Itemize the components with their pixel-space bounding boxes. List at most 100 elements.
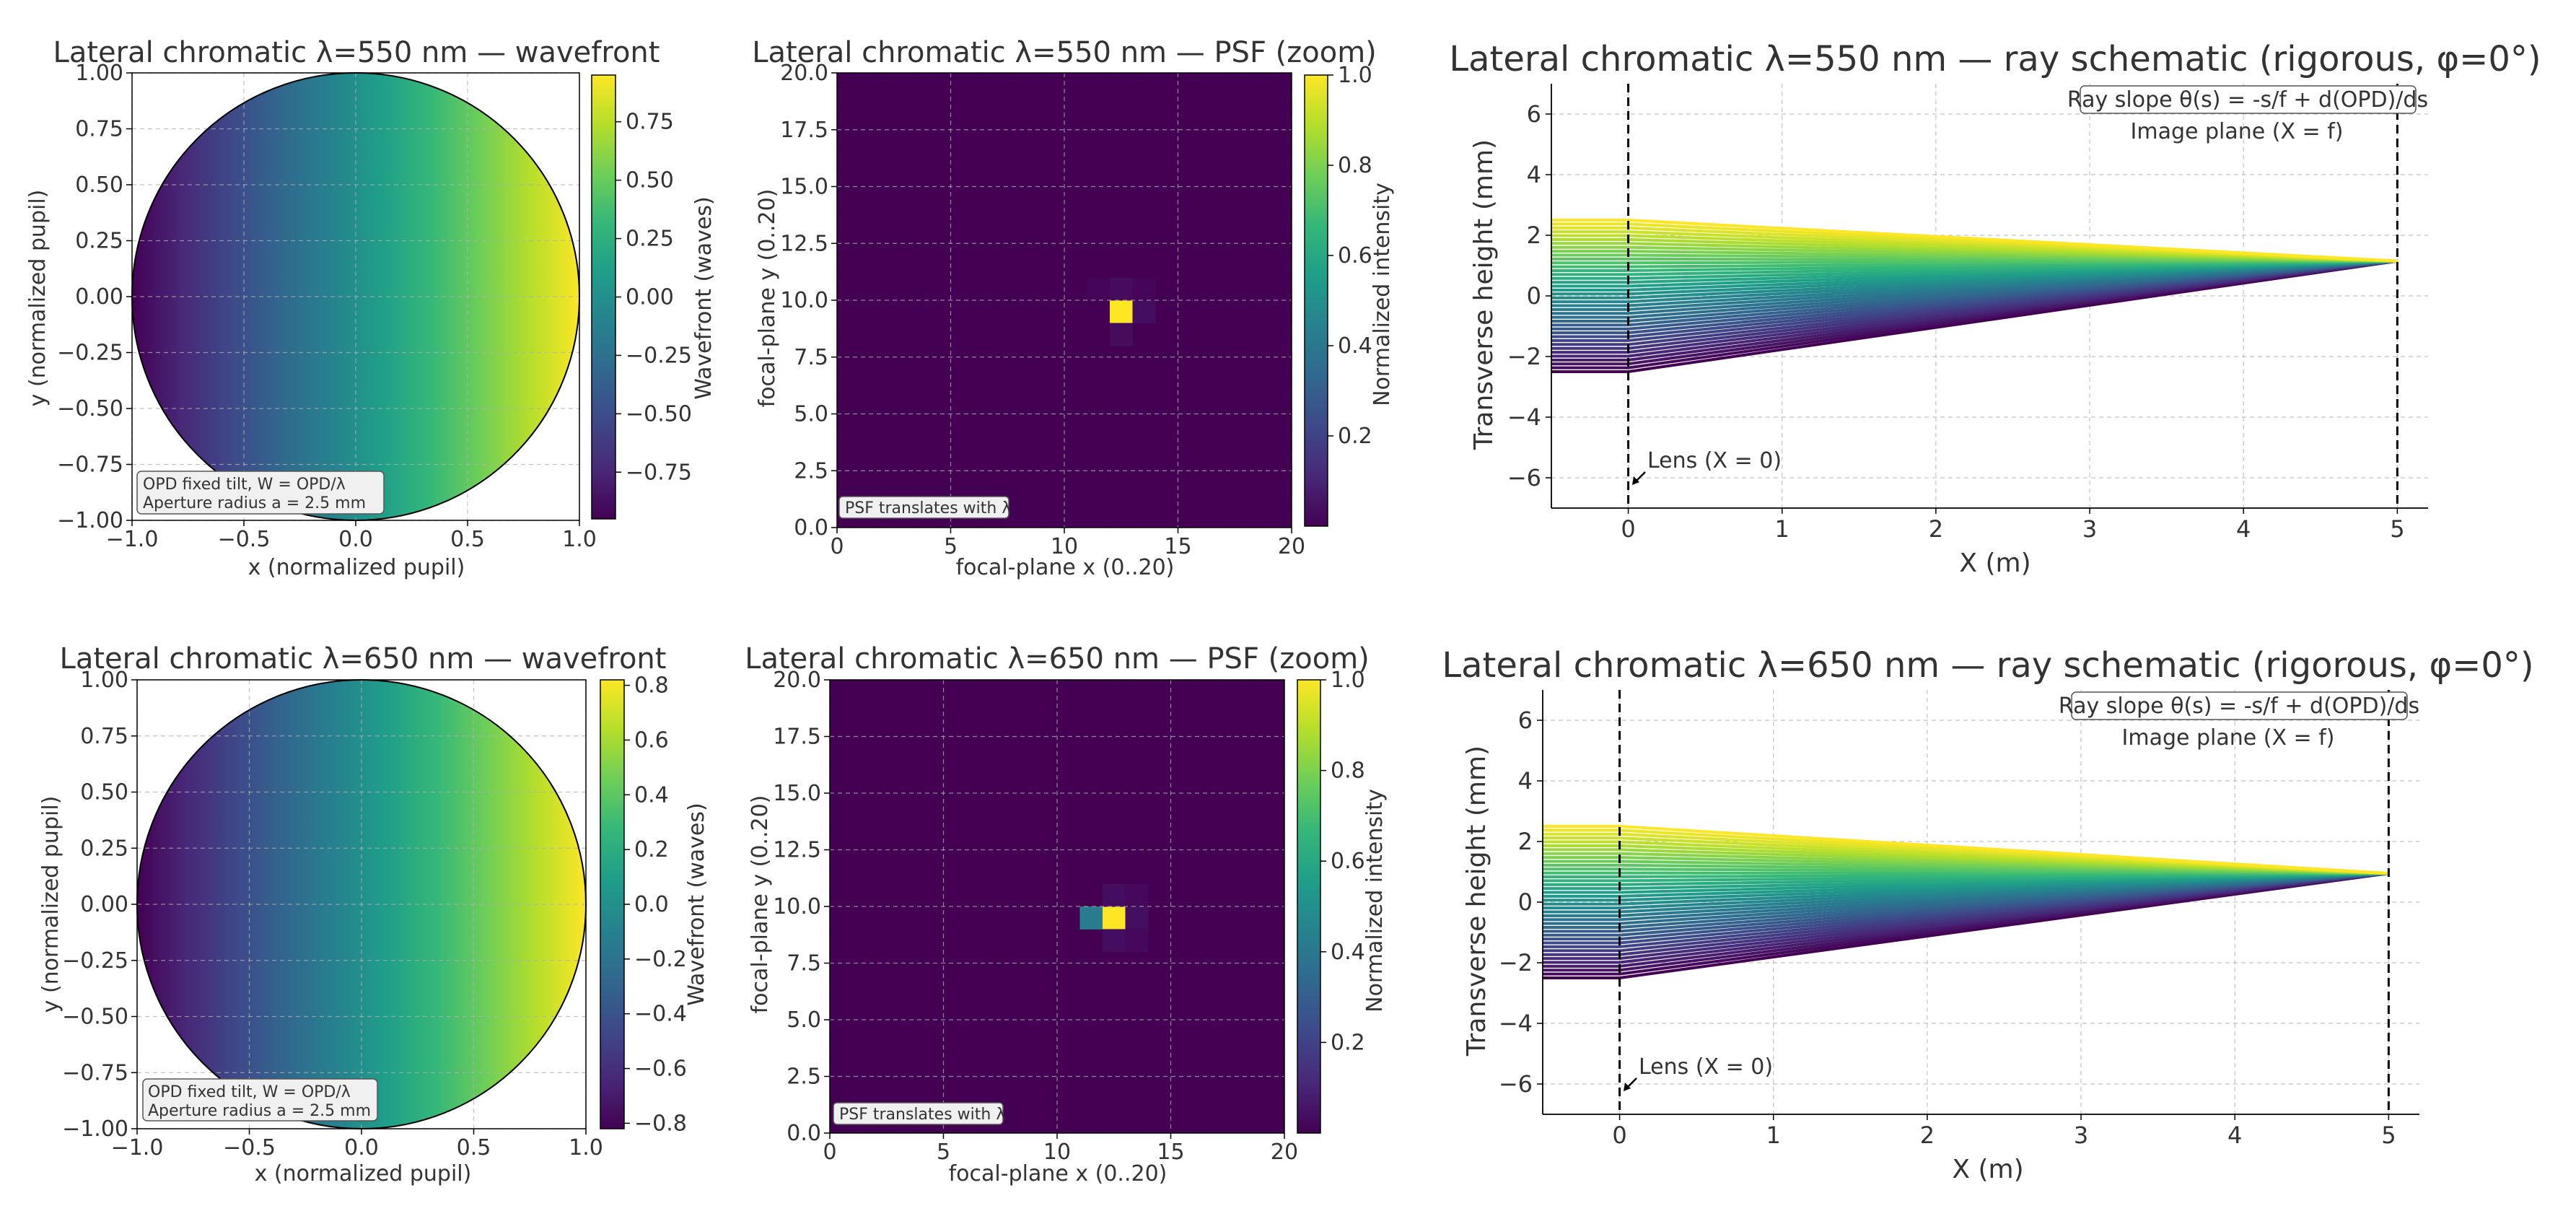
x-axis-label: X (m) xyxy=(1952,1155,2023,1184)
y-tick-label: 20.0 xyxy=(773,668,821,693)
colorbar-tick-label: 0.6 xyxy=(1338,243,1372,268)
panel-title: Lateral chromatic λ=550 nm — PSF (zoom) xyxy=(752,36,1377,69)
formula-box xyxy=(2071,691,2408,720)
y-tick-label: 0.50 xyxy=(75,172,123,198)
x-tick-label: 15 xyxy=(1157,1140,1184,1165)
panel-wavefront-550: Lateral chromatic λ=550 nm — wavefront −… xyxy=(25,36,717,580)
y-axis-label: y (normalized pupil) xyxy=(25,190,51,407)
psf-pixel xyxy=(1103,929,1126,953)
colorbar xyxy=(591,74,616,520)
axes-frame xyxy=(131,72,580,521)
annotation-box xyxy=(142,1078,378,1122)
annotation-line-1: OPD fixed tilt, W = OPD/λ xyxy=(148,1083,351,1101)
y-tick-label: 17.5 xyxy=(773,725,821,750)
y-tick-label: −4 xyxy=(1499,1010,1533,1037)
x-tick-label: 1.0 xyxy=(562,527,597,552)
y-tick-label: 2.5 xyxy=(787,1065,821,1090)
y-tick-label: 0 xyxy=(1518,888,1533,916)
panel-rays-650: Lateral chromatic λ=650 nm — ray schemat… xyxy=(1442,645,2533,1184)
image-plane-label: Image plane (X = f) xyxy=(2122,725,2335,751)
annotation-box xyxy=(833,1102,1004,1125)
x-axis-label: focal-plane x (0..20) xyxy=(956,555,1175,580)
y-tick-label: 2 xyxy=(1518,828,1533,855)
y-tick-label: −4 xyxy=(1507,403,1541,431)
axes-frame xyxy=(836,72,1292,528)
y-tick-label: 0 xyxy=(1527,282,1541,310)
y-tick-label: −0.25 xyxy=(57,341,123,366)
annotation-line-2: Aperture radius a = 2.5 mm xyxy=(143,494,366,512)
x-axis-label: X (m) xyxy=(1959,548,2030,578)
colorbar-tick-label: 0.6 xyxy=(634,727,669,753)
lens-arrowhead xyxy=(1624,1083,1631,1091)
x-tick-label: 5 xyxy=(2381,1122,2396,1149)
y-axis-label: focal-plane y (0..20) xyxy=(755,189,780,408)
axes-frame xyxy=(829,679,1285,1134)
x-tick-label: 0 xyxy=(1621,515,1635,543)
x-axis-label: x (normalized pupil) xyxy=(248,555,465,580)
y-tick-label: 1.00 xyxy=(75,61,123,86)
x-tick-label: 0 xyxy=(830,534,844,559)
y-axis-label: Transverse height (mm) xyxy=(1462,746,1491,1057)
y-tick-label: 20.0 xyxy=(780,61,828,86)
y-tick-label: 2.5 xyxy=(794,458,828,484)
psf-pixel xyxy=(1103,906,1126,930)
colorbar-tick-label: 0.0 xyxy=(634,892,669,917)
x-tick-label: −0.5 xyxy=(223,1135,276,1160)
y-tick-label: 10.0 xyxy=(773,894,821,919)
colorbar-tick-label: 0.4 xyxy=(634,782,669,808)
y-axis-label: y (normalized pupil) xyxy=(38,796,63,1013)
x-tick-label: 4 xyxy=(2227,1122,2242,1149)
y-tick-label: −1.00 xyxy=(57,508,123,533)
x-tick-label: 2 xyxy=(1929,515,1943,543)
y-tick-label: 10.0 xyxy=(780,288,828,313)
panel-psf-550: Lateral chromatic λ=550 nm — PSF (zoom) … xyxy=(752,36,1395,580)
y-tick-label: 7.5 xyxy=(787,951,821,976)
y-tick-label: −0.25 xyxy=(62,948,128,974)
psf-pixel xyxy=(1132,277,1156,301)
panel-title: Lateral chromatic λ=650 nm — PSF (zoom) xyxy=(745,642,1370,676)
colorbar xyxy=(1297,679,1321,1134)
y-tick-label: 15.0 xyxy=(780,175,828,200)
y-axis-label: focal-plane y (0..20) xyxy=(748,795,773,1014)
panel-title: Lateral chromatic λ=650 nm — wavefront xyxy=(60,642,667,676)
panel-title: Lateral chromatic λ=650 nm — ray schemat… xyxy=(1442,645,2533,686)
colorbar-tick-label: 1.0 xyxy=(1338,63,1372,88)
y-tick-label: −1.00 xyxy=(62,1116,128,1142)
colorbar-tick-label: 1.0 xyxy=(1331,668,1365,693)
annotation-line-1: OPD fixed tilt, W = OPD/λ xyxy=(143,476,346,494)
colorbar-tick-label: 0.8 xyxy=(1331,759,1365,784)
colorbar-tick-label: −0.2 xyxy=(634,947,687,972)
colorbar-tick-label: 0.2 xyxy=(1338,424,1372,449)
lens-label: Lens (X = 0) xyxy=(1639,1054,1773,1080)
y-tick-label: 12.5 xyxy=(773,838,821,863)
colorbar-tick-label: 0.8 xyxy=(634,673,669,699)
psf-pixel xyxy=(1087,277,1110,301)
y-tick-label: 0.75 xyxy=(75,117,123,142)
colorbar-tick-label: 0.2 xyxy=(1331,1030,1365,1055)
y-tick-label: 0.25 xyxy=(80,836,128,861)
colorbar-label: Normalized intensity xyxy=(1370,183,1395,406)
colorbar-tick-label: 0.50 xyxy=(626,168,674,193)
x-tick-label: 5 xyxy=(2390,515,2404,543)
annotation-box xyxy=(838,496,1009,519)
x-tick-label: −1.0 xyxy=(111,1135,164,1160)
annotation-box xyxy=(136,471,385,515)
x-tick-label: 3 xyxy=(2074,1122,2088,1149)
psf-pixel xyxy=(1110,300,1133,323)
y-tick-label: 5.0 xyxy=(794,402,828,427)
psf-pixel xyxy=(1125,906,1149,930)
y-tick-label: −6 xyxy=(1507,464,1541,491)
y-tick-label: −6 xyxy=(1499,1070,1533,1098)
x-tick-label: 3 xyxy=(2082,515,2097,543)
colorbar-tick-label: −0.50 xyxy=(626,401,692,427)
x-tick-label: 10 xyxy=(1043,1140,1071,1165)
x-tick-label: 0.0 xyxy=(344,1135,379,1160)
psf-pixel xyxy=(1110,323,1133,346)
y-tick-label: 0.00 xyxy=(80,892,128,917)
psf-pixel xyxy=(1132,300,1156,323)
x-tick-label: 0.0 xyxy=(338,527,373,552)
psf-background xyxy=(837,73,1292,528)
y-tick-label: −0.50 xyxy=(62,1005,128,1030)
y-tick-label: −0.75 xyxy=(57,453,123,478)
